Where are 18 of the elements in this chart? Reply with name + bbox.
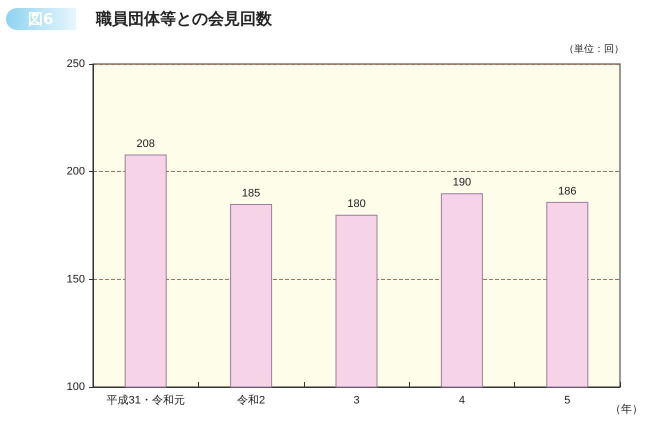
caption: 図6 [6,8,76,30]
chart-title: 職員団体等との会見回数 [96,8,272,30]
x-tick-label: 4 [458,394,465,406]
y-tick-label: 150 [66,273,85,286]
text: （単位：回） [564,43,624,56]
data-label: 186 [558,185,576,198]
y-tick-label: 200 [66,166,85,178]
x-tick-label: 3 [353,394,360,406]
x-tick-label: 令和2 [237,394,266,406]
data-label: 180 [347,198,366,210]
x-tick-label: 平成31・令和元 [106,394,185,406]
data-label: 190 [452,176,472,189]
y-tick-label: 250 [66,58,85,70]
x-axis-title: （年） [610,404,643,416]
x-tick-label: 5 [564,394,570,406]
y-tick-label: 100 [66,381,85,393]
data-label: 208 [136,138,155,150]
data-label: 185 [242,187,260,200]
